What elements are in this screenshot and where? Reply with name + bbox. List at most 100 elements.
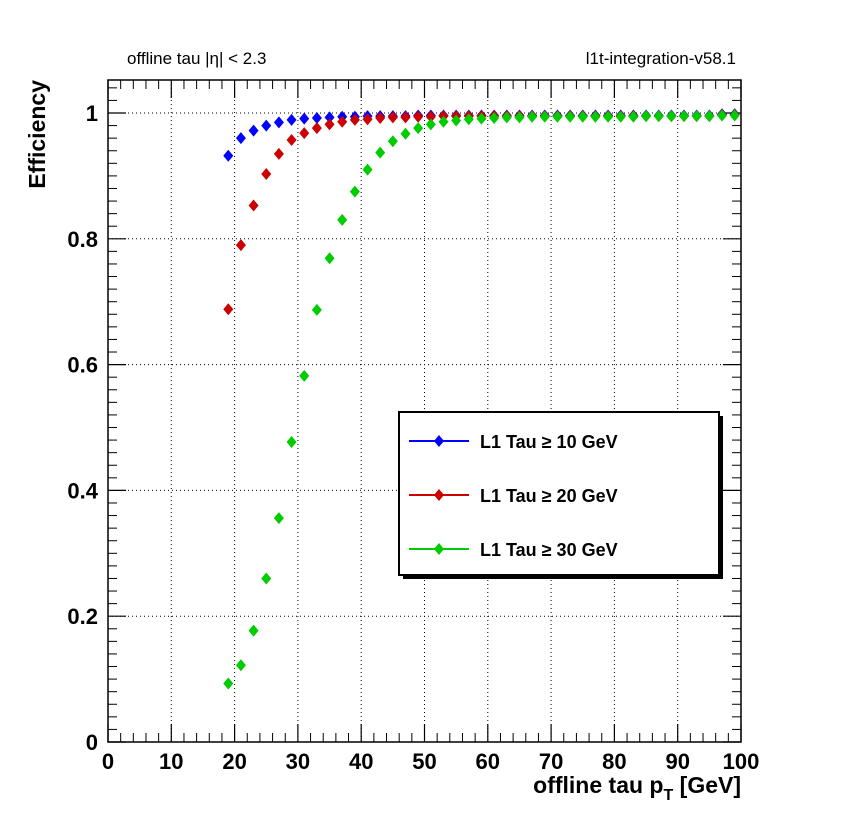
data-point	[248, 624, 259, 637]
y-tick-label: 0	[86, 730, 98, 755]
legend-entries: L1 Tau ≥ 10 GeV L1 Tau ≥ 20 GeV L1 Tau ≥ 3…	[409, 432, 618, 560]
data-point	[273, 512, 284, 525]
data-point	[438, 115, 449, 128]
legend-box	[398, 411, 720, 576]
data-point	[223, 303, 234, 316]
data-point	[223, 149, 234, 162]
data-point	[451, 114, 462, 127]
data-point	[425, 110, 436, 123]
data-point	[539, 110, 550, 123]
data-point	[311, 112, 322, 125]
data-point	[387, 135, 398, 148]
data-point	[375, 146, 386, 159]
x-axis-title-subscript: T	[663, 787, 673, 804]
header-right: l1t-integration-v58.1	[586, 49, 736, 68]
data-point	[261, 119, 272, 132]
data-markers	[223, 108, 740, 690]
data-point	[552, 110, 563, 123]
x-tick-label: 100	[723, 749, 760, 774]
legend-entry-3: L1 Tau ≥ 30 GeV	[409, 540, 618, 560]
data-point	[641, 110, 652, 123]
data-point	[476, 112, 487, 125]
data-point	[463, 113, 474, 126]
header-left: offline tau |η| < 2.3	[127, 49, 266, 68]
data-point	[615, 110, 626, 123]
data-point	[375, 112, 386, 125]
data-point	[311, 303, 322, 316]
data-point	[362, 113, 373, 126]
data-point	[235, 239, 246, 252]
y-tick-label: 0.6	[67, 353, 98, 378]
y-axis-title: Efficiency	[24, 80, 50, 189]
data-point	[286, 435, 297, 448]
data-point	[413, 110, 424, 123]
y-tick-labels: 0 0.2 0.4 0.6 0.8 1	[67, 101, 98, 755]
data-point	[337, 115, 348, 128]
x-tick-label: 70	[539, 749, 563, 774]
data-point	[413, 122, 424, 135]
data-point	[514, 111, 525, 124]
series-markers-3	[223, 109, 740, 690]
legend: L1 Tau ≥ 10 GeV L1 Tau ≥ 20 GeV L1 Tau ≥ 3…	[398, 411, 723, 579]
legend-entry-1: L1 Tau ≥ 10 GeV	[409, 432, 618, 452]
data-point	[273, 116, 284, 129]
data-point	[691, 110, 702, 123]
x-tick-label: 90	[665, 749, 689, 774]
data-point	[666, 110, 677, 123]
data-point	[565, 110, 576, 123]
data-point	[729, 109, 740, 122]
data-point	[286, 134, 297, 147]
y-tick-label: 0.4	[67, 478, 98, 503]
data-point	[235, 132, 246, 145]
data-point	[590, 110, 601, 123]
data-point	[261, 168, 272, 181]
legend-marker	[434, 435, 444, 447]
data-point	[223, 677, 234, 690]
data-point	[400, 111, 411, 124]
x-tick-label: 50	[412, 749, 436, 774]
legend-label: L1 Tau ≥ 20 GeV	[480, 486, 618, 506]
data-point	[577, 110, 588, 123]
legend-label: L1 Tau ≥ 10 GeV	[480, 432, 618, 452]
plot-frame	[107, 79, 742, 743]
legend-marker	[434, 489, 444, 501]
data-point	[501, 111, 512, 124]
data-point	[387, 111, 398, 124]
x-tick-labels: 0 10 20 30 40 50 60 70 80 90 100	[102, 749, 759, 774]
data-point	[704, 110, 715, 123]
data-point	[349, 113, 360, 126]
x-tick-label: 40	[349, 749, 373, 774]
data-point	[311, 122, 322, 135]
data-point	[299, 127, 310, 140]
data-point	[286, 113, 297, 126]
data-point	[324, 111, 335, 124]
data-point	[679, 110, 690, 123]
x-tick-label: 0	[102, 749, 114, 774]
y-tick-label: 0.8	[67, 227, 98, 252]
data-point	[362, 163, 373, 176]
data-point	[299, 112, 310, 125]
legend-entry-2: L1 Tau ≥ 20 GeV	[409, 486, 618, 506]
x-axis-title-main: offline tau p	[533, 772, 663, 798]
x-tick-label: 30	[286, 749, 310, 774]
data-point	[628, 110, 639, 123]
data-point	[324, 118, 335, 131]
data-point	[349, 185, 360, 198]
x-axis-title-unit: [GeV]	[680, 772, 741, 798]
data-point	[603, 110, 614, 123]
y-tick-label: 0.2	[67, 604, 98, 629]
data-point	[248, 199, 259, 212]
x-tick-label: 20	[222, 749, 246, 774]
x-axis-title: offline tau pT [GeV]	[533, 772, 741, 804]
data-point	[337, 213, 348, 226]
y-tick-label: 1	[86, 101, 98, 126]
legend-label: L1 Tau ≥ 30 GeV	[480, 540, 618, 560]
data-point	[261, 572, 272, 585]
data-point	[273, 147, 284, 160]
axis-ticks	[107, 80, 742, 743]
x-tick-label: 60	[476, 749, 500, 774]
data-point	[400, 127, 411, 140]
data-point	[299, 369, 310, 382]
x-tick-label: 10	[159, 749, 183, 774]
